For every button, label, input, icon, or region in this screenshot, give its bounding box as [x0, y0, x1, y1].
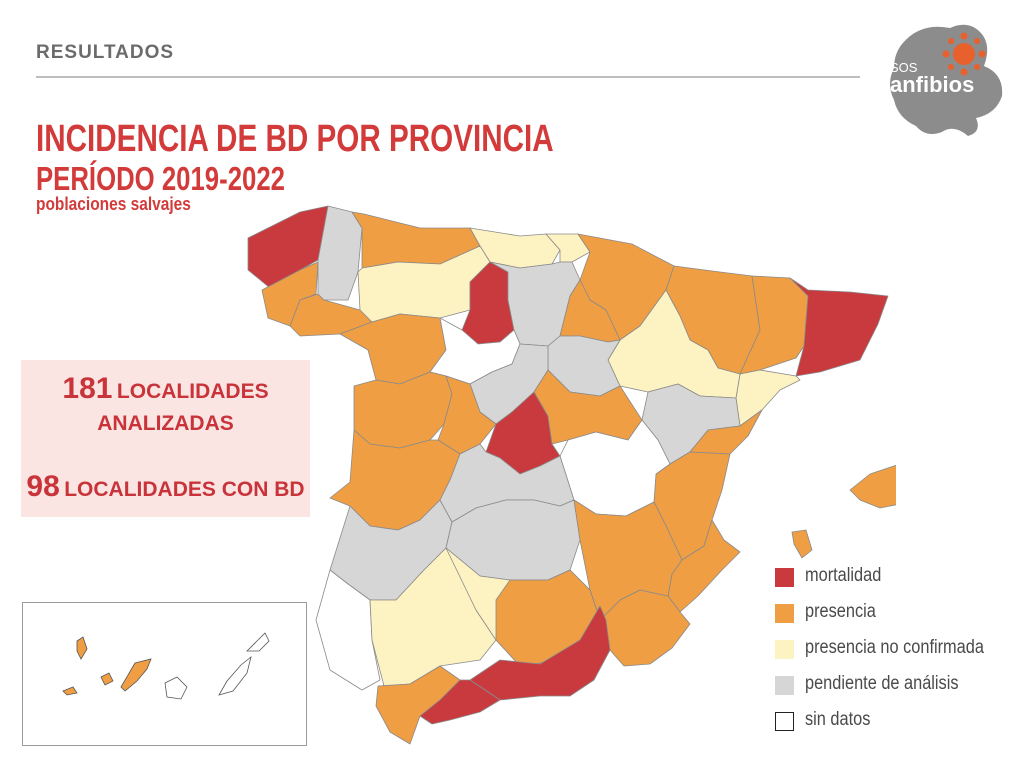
sos-anfibios-logo: SOS anfibios [890, 24, 1003, 136]
legend-swatch [775, 640, 794, 659]
legend-label: mortalidad [805, 565, 882, 586]
stat-analyzed-number: 181 [62, 372, 113, 405]
region-malaga [419, 679, 501, 725]
legend-swatch [775, 568, 794, 587]
logo-small-text: SOS [890, 60, 918, 75]
region-gerona-barcelona [789, 277, 889, 377]
region-tarragona [735, 369, 801, 427]
region-zaragoza [607, 289, 741, 399]
stat-bd-line: 98 LOCALIDADES CON BD [21, 470, 310, 504]
stat-analyzed-word: LOCALIDADES [116, 380, 269, 403]
region-galicia-coruna [247, 205, 329, 289]
page-title: INCIDENCIA DE BD POR PROVINCIA [36, 118, 554, 160]
spain-provinces-map [247, 205, 896, 745]
region-canarias-fuerteventura [218, 655, 252, 696]
logo-big-text: anfibios [890, 72, 974, 97]
legend-swatch [775, 712, 794, 731]
region-salamanca [353, 371, 453, 449]
canary-islands-inset [22, 602, 307, 746]
stat-analyzed-word2: ANALIZADAS [97, 412, 234, 435]
legend-label: presencia no confirmada [805, 637, 984, 658]
legend-swatch [775, 604, 794, 623]
virus-icon [942, 32, 986, 76]
region-canarias-lanzarote [246, 632, 270, 652]
stat-bd-word: LOCALIDADES CON BD [64, 478, 305, 501]
region-canarias-gomera [100, 672, 114, 686]
stat-analyzed-line2: ANALIZADAS [21, 412, 310, 436]
canary-islands-map [62, 632, 270, 700]
region-mallorca [849, 464, 896, 509]
stats-box: 181 LOCALIDADES ANALIZADAS 98 LOCALIDADE… [21, 360, 310, 517]
region-canarias-gran-canaria [164, 676, 188, 700]
region-canarias-la-palma [76, 636, 88, 660]
header-divider [36, 76, 860, 78]
region-huelva [315, 569, 381, 691]
region-ibiza [791, 529, 813, 559]
region-granada-almeria [469, 605, 611, 701]
legend-swatch [775, 676, 794, 695]
legend-label: presencia [805, 601, 876, 622]
section-title: RESULTADOS [36, 42, 175, 63]
region-canarias-tenerife [120, 658, 152, 692]
stat-analyzed-line1: 181 LOCALIDADES [21, 372, 310, 406]
legend-label: sin datos [805, 709, 871, 730]
region-canarias-hierro [62, 686, 78, 696]
stat-bd-number: 98 [26, 470, 60, 503]
subtitle: poblaciones salvajes [36, 194, 191, 214]
period-title: PERÍODO 2019-2022 [36, 160, 285, 197]
legend-label: pendiente de análisis [805, 673, 959, 694]
